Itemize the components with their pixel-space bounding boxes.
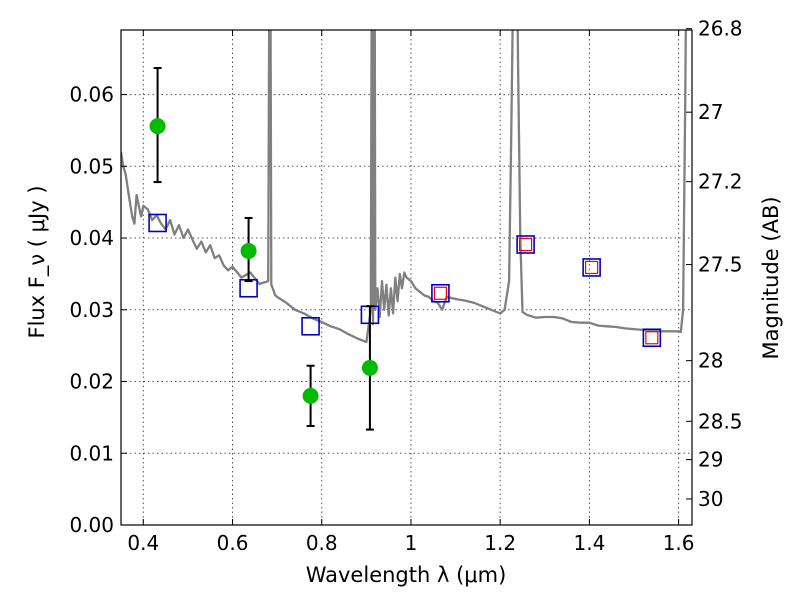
model-square [642, 328, 662, 348]
nir-inner-square [519, 237, 533, 252]
x-tick-label: 1.4 [573, 531, 605, 555]
y-tick-label: 0.01 [69, 441, 114, 465]
model-square [516, 235, 535, 254]
observed-point [149, 118, 166, 135]
x-tick-label: 0.8 [306, 531, 338, 555]
x-tick-label: 1.6 [663, 531, 695, 555]
model-square [301, 316, 320, 336]
y-tick-label: 0.03 [69, 298, 114, 322]
observed-point [361, 359, 378, 376]
y-tick-label: 0.06 [69, 83, 114, 107]
y-tick-label: 0.05 [69, 154, 114, 178]
plot-area [121, 30, 687, 431]
y2-tick-label: 27 [698, 100, 723, 124]
nir-inner-square [433, 286, 448, 300]
y2-tick-label: 27.2 [698, 170, 743, 194]
model-square [239, 278, 258, 298]
model-square [431, 283, 450, 303]
nir-inner-square [585, 260, 599, 275]
plot-frame [120, 29, 693, 526]
y2-tick-label: 29 [698, 448, 723, 472]
model-square [582, 258, 601, 277]
y2-tick-label: 28 [698, 349, 723, 373]
y-tick-label: 0.00 [69, 513, 114, 537]
y2-tick-label: 28.5 [698, 409, 743, 433]
x-tick-label: 0.4 [127, 531, 159, 555]
grid [121, 30, 692, 526]
observed-point [302, 387, 319, 404]
observed-point [240, 242, 257, 259]
x-tick-label: 0.6 [217, 531, 249, 555]
x-axis-label: Wavelength λ (μm) [306, 563, 507, 587]
axis-ticks: 0.4 0.6 0.8 1 1.2 1.4 1.6 0.00 0.01 0.02 0.03 0.04 0… [69, 17, 742, 555]
y2-tick-label: 27.5 [698, 253, 743, 277]
y-tick-label: 0.02 [69, 370, 114, 394]
model-square [148, 213, 167, 233]
y-tick-label: 0.04 [69, 226, 114, 250]
nir-inner-square [645, 331, 659, 345]
y2-tick-label: 30 [698, 487, 723, 511]
x-tick-label: 1.2 [484, 531, 516, 555]
sed-model-line [121, 30, 687, 344]
y-axis-label: Flux F_ν ( μJy ) [25, 185, 50, 338]
y2-axis-label: Magnitude (AB) [759, 196, 783, 359]
x-tick-label: 1 [405, 531, 418, 555]
y2-tick-label: 26.8 [698, 17, 743, 41]
